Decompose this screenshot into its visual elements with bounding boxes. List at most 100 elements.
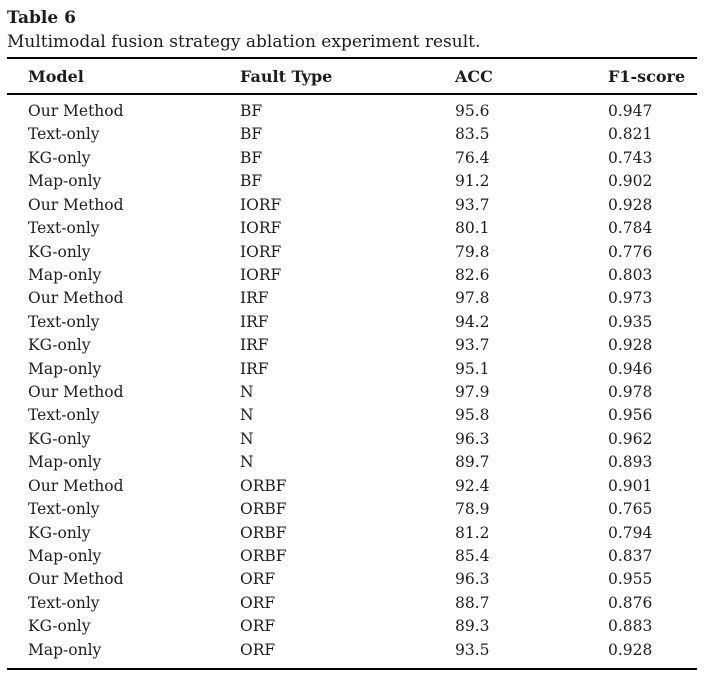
column-header-acc: ACC [455,58,608,95]
cell-acc: 95.1 [455,359,490,378]
cell-acc: 89.7 [455,453,490,472]
cell-f1-score: 0.935 [608,312,653,331]
cell-acc: 81.2 [455,523,490,542]
cell-acc: 79.8 [455,242,490,261]
table-row: Our Method IRF 97.8 0.973 [7,287,697,310]
table-row: KG-only ORBF 81.2 0.794 [7,522,697,545]
cell-fault-type: IORF [240,242,282,261]
table-row: Our Method BF 95.6 0.947 [7,94,697,123]
cell-f1-score: 0.883 [608,617,653,636]
column-header-f1-score: F1-score [608,58,697,95]
cell-f1-score: 0.928 [608,195,653,214]
cell-f1-score: 0.928 [608,640,653,659]
table-row: Map-only N 89.7 0.893 [7,451,697,474]
table-row: KG-only N 96.3 0.962 [7,428,697,451]
cell-f1-score: 0.803 [608,265,653,284]
cell-model: Our Method [28,476,124,495]
cell-f1-score: 0.901 [608,476,653,495]
cell-fault-type: ORBF [240,500,287,519]
table-row: KG-only IRF 93.7 0.928 [7,334,697,357]
cell-f1-score: 0.743 [608,148,653,167]
cell-acc: 82.6 [455,265,490,284]
cell-model: Text-only [28,500,100,519]
cell-fault-type: IORF [240,195,282,214]
cell-f1-score: 0.876 [608,593,653,612]
table-row: Text-only ORF 88.7 0.876 [7,592,697,615]
cell-acc: 93.7 [455,336,490,355]
cell-f1-score: 0.902 [608,172,653,191]
cell-model: Text-only [28,406,100,425]
table-row: KG-only IORF 79.8 0.776 [7,241,697,264]
cell-fault-type: IORF [240,219,282,238]
cell-model: KG-only [28,617,91,636]
cell-fault-type: N [240,453,254,472]
table-header: Model Fault Type ACC F1-score [7,58,697,95]
cell-model: Our Method [28,570,124,589]
table-row: Map-only BF 91.2 0.902 [7,170,697,193]
cell-f1-score: 0.765 [608,500,653,519]
table-row: Map-only ORBF 85.4 0.837 [7,545,697,568]
cell-acc: 95.6 [455,102,490,120]
table-row: Our Method ORF 96.3 0.955 [7,568,697,591]
table-row: Map-only IRF 95.1 0.946 [7,358,697,381]
cell-acc: 89.3 [455,617,490,636]
cell-model: KG-only [28,523,91,542]
cell-fault-type: N [240,406,254,425]
table-row: KG-only BF 76.4 0.743 [7,147,697,170]
cell-model: Map-only [28,453,102,472]
cell-acc: 92.4 [455,476,490,495]
cell-f1-score: 0.837 [608,547,653,566]
table-row: Text-only ORBF 78.9 0.765 [7,498,697,521]
cell-fault-type: ORF [240,570,276,589]
cell-acc: 88.7 [455,593,490,612]
cell-acc: 94.2 [455,312,490,331]
cell-model: Map-only [28,640,102,659]
column-header-fault-type: Fault Type [240,58,455,95]
table-caption: Multimodal fusion strategy ablation expe… [7,32,481,52]
cell-acc: 93.5 [455,640,490,659]
table-row: Text-only IRF 94.2 0.935 [7,311,697,334]
cell-acc: 97.8 [455,289,490,308]
cell-fault-type: IORF [240,265,282,284]
cell-fault-type: IRF [240,289,269,308]
cell-fault-type: IRF [240,312,269,331]
table-row: KG-only ORF 89.3 0.883 [7,615,697,638]
cell-fault-type: BF [240,102,263,120]
table-row: Our Method N 97.9 0.978 [7,381,697,404]
cell-f1-score: 0.955 [608,570,653,589]
cell-fault-type: ORF [240,640,276,659]
cell-fault-type: N [240,383,254,402]
cell-acc: 91.2 [455,172,490,191]
cell-acc: 80.1 [455,219,490,238]
cell-model: Our Method [28,289,124,308]
cell-model: Our Method [28,195,124,214]
cell-model: Text-only [28,312,100,331]
cell-fault-type: ORF [240,593,276,612]
cell-fault-type: IRF [240,359,269,378]
table-body: Our Method BF 95.6 0.947 Text-only BF 83… [7,94,697,669]
cell-model: Map-only [28,547,102,566]
cell-model: KG-only [28,148,91,167]
cell-f1-score: 0.978 [608,383,653,402]
header-row: Model Fault Type ACC F1-score [7,58,697,95]
cell-model: Text-only [28,593,100,612]
cell-acc: 83.5 [455,125,490,144]
cell-model: KG-only [28,242,91,261]
cell-fault-type: ORBF [240,547,287,566]
cell-f1-score: 0.794 [608,523,653,542]
cell-f1-score: 0.947 [608,102,653,120]
cell-acc: 76.4 [455,148,490,167]
table-title: Table 6 [7,8,76,28]
cell-f1-score: 0.893 [608,453,653,472]
cell-model: Text-only [28,125,100,144]
cell-f1-score: 0.956 [608,406,653,425]
cell-acc: 97.9 [455,383,490,402]
cell-f1-score: 0.784 [608,219,653,238]
cell-acc: 96.3 [455,570,490,589]
cell-acc: 96.3 [455,429,490,448]
cell-model: Map-only [28,172,102,191]
table-row: Map-only IORF 82.6 0.803 [7,264,697,287]
column-header-model: Model [7,58,240,95]
cell-f1-score: 0.776 [608,242,653,261]
cell-model: Our Method [28,102,124,120]
